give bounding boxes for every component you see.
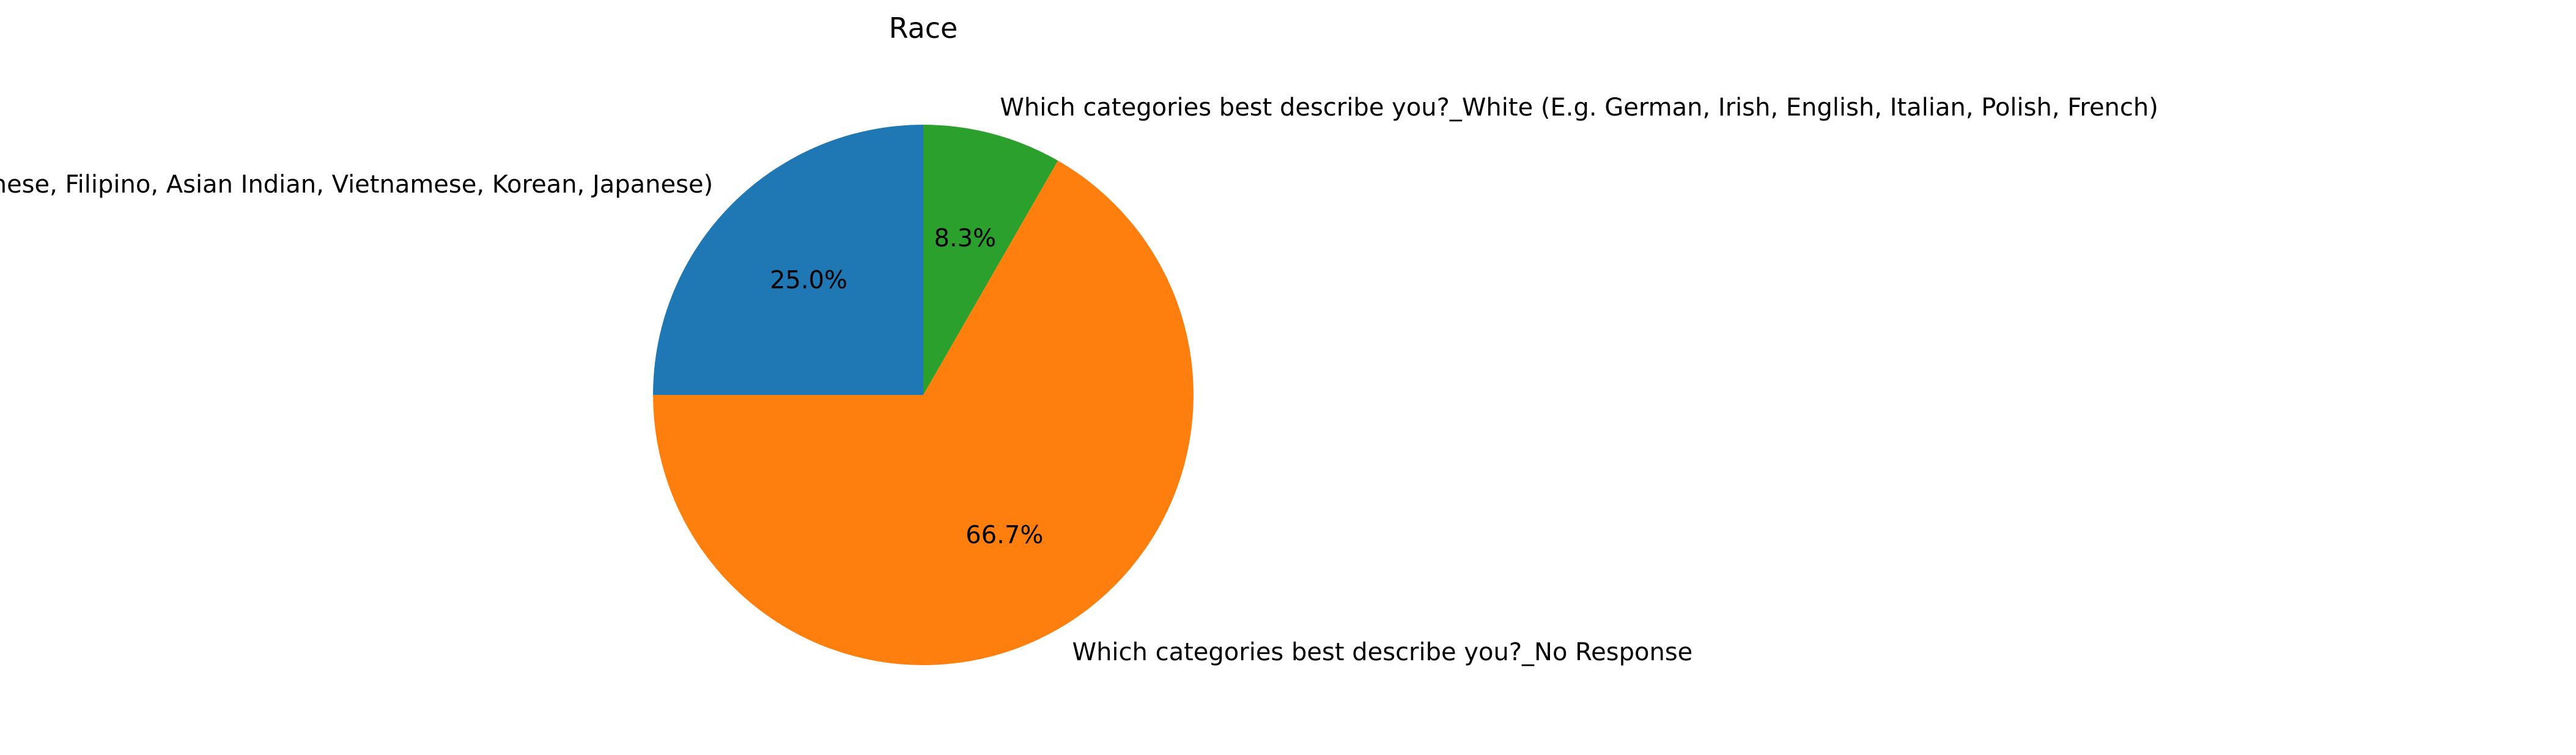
pie-category-label-0: Which categories best describe you?_Asia… bbox=[0, 171, 713, 199]
pie-category-label-1: Which categories best describe you?_No R… bbox=[1072, 638, 1693, 666]
pie-percent-label-1: 66.7% bbox=[965, 521, 1043, 550]
pie-slices bbox=[653, 125, 1194, 665]
pie-slice-0 bbox=[653, 125, 923, 395]
pie-percent-labels: 25.0% 66.7% 8.3% bbox=[770, 224, 1043, 550]
pie-category-labels: Which categories best describe you?_Asia… bbox=[0, 94, 2158, 666]
pie-category-label-2: Which categories best describe you?_Whit… bbox=[1000, 94, 2158, 122]
chart-title: Race bbox=[889, 12, 958, 45]
pie-slice-1 bbox=[653, 160, 1194, 665]
pie-percent-label-2: 8.3% bbox=[934, 224, 997, 252]
pie-percent-label-0: 25.0% bbox=[770, 266, 847, 294]
pie-slice-2 bbox=[923, 125, 1058, 395]
